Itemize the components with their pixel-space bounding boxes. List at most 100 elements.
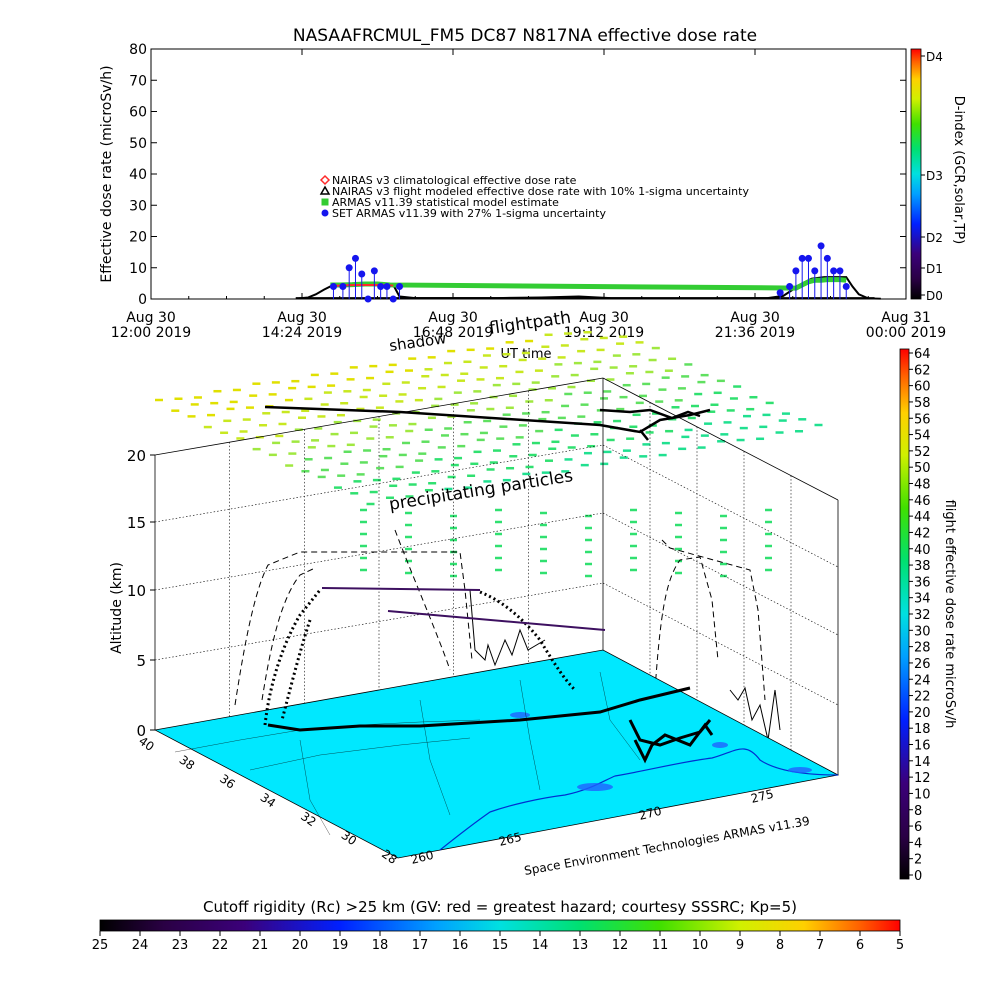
set-armas-point [817,242,825,250]
d-index-tick-label: D0 [926,289,943,303]
dose-colorbar-tick-label: 60 [914,380,931,395]
annotation-flightpath: flightpath [488,308,572,339]
y-axis-label: Effective dose rate (microSv/h) [99,65,115,282]
set-armas-point [383,283,391,290]
side-wall-gridline [602,582,839,706]
set-armas-point [396,283,404,290]
longitude-tick-label: 260 [409,848,435,867]
dose-colorbar-tick-label: 46 [914,494,931,509]
y-tick-label: 80 [129,42,147,58]
flight-altitude-track [263,589,577,726]
flight-ground-track [267,686,714,764]
side-wall-gridline [602,512,839,636]
set-armas-point [377,283,385,290]
set-armas-point [804,254,812,262]
rc-colorbar-tick-label: 23 [172,938,189,953]
z-tick-label: 10 [127,582,146,600]
legend-label: SET ARMAS v11.39 with 27% 1-sigma uncert… [332,207,606,220]
dose-colorbar-tick-label: 14 [914,755,931,770]
set-armas-point [842,283,850,290]
latitude-tick-label: 38 [177,753,198,773]
altitude-profile-shadow [234,529,766,706]
box-3d-gridlines [154,390,839,751]
longitude-tick-label: 270 [637,804,663,823]
rc-colorbar-tick-label: 17 [412,938,429,953]
set-armas-point [351,254,359,262]
d-index-tick-label: D3 [926,169,943,183]
x-tick-label-date: Aug 30 [277,310,327,326]
y-tick-label: 10 [129,261,147,277]
dose-colorbar-tick-label: 6 [914,820,922,835]
dose-rate-colorbar-ticks: 0246810121416182022242628303234363840424… [909,347,931,884]
x-tick-label-time: 00:00 2019 [866,325,946,341]
z-tick-label: 15 [127,514,146,532]
annotation-shadow: shadow [388,329,447,355]
d-index-label: D-index (GCR,solar,TP) [951,96,966,244]
d-index-tick-label: D4 [926,50,943,64]
set-armas-point [798,254,806,262]
legend-marker-diamond [319,174,331,186]
flight-path [264,405,711,441]
ground-map [153,649,840,859]
set-armas-point [811,267,819,275]
dose-colorbar-tick-label: 52 [914,445,931,460]
side-wall-gridline [602,444,839,568]
x-tick-label-date: Aug 30 [428,310,478,326]
flight-track-wall [469,589,781,741]
rc-colorbar-tick-label: 14 [532,938,549,953]
rc-colorbar-tick-label: 5 [896,938,904,953]
legend: NAIRAS v3 climatological effective dose … [319,174,749,220]
dose-colorbar-tick-label: 12 [914,771,931,786]
longitude-tick-label: 265 [497,830,523,849]
back-wall-gridline [154,582,604,661]
dose-colorbar-tick-label: 24 [914,673,931,688]
dose-colorbar-tick-label: 48 [914,478,931,493]
dose-colorbar-tick-label: 62 [914,363,931,378]
dose-colorbar-tick-label: 8 [914,804,922,819]
set-armas-point [830,267,838,275]
rc-colorbar-tick-label: 16 [452,938,469,953]
rc-colorbar-tick-label: 22 [212,938,229,953]
y-tick-label: 20 [129,230,147,246]
set-armas-point [823,254,831,262]
rc-colorbar-tick-label: 15 [492,938,509,953]
dose-colorbar-tick-label: 32 [914,608,931,623]
dose-colorbar-tick-label: 44 [914,510,931,525]
dose-colorbar-tick-label: 16 [914,739,931,754]
rc-colorbar-tick-label: 18 [372,938,389,953]
latitude-tick-label: 36 [217,771,238,791]
cruise-altitude-track [321,587,606,631]
dose-colorbar-tick-label: 58 [914,396,931,411]
y-tick-label: 70 [129,73,147,89]
series-group [295,242,881,303]
dose-colorbar-tick-label: 26 [914,657,931,672]
dose-colorbar-tick-label: 56 [914,412,931,427]
x-tick-label-time: 16:48 2019 [413,325,493,341]
dose-colorbar-tick-label: 20 [914,706,931,721]
dose-rate-colorbar-label: flight effective dose rate microSv/h [942,500,957,729]
set-armas-point [329,283,337,290]
x-tick-label-time: 21:36 2019 [715,325,795,341]
z-axis: 0 5 10 15 20 [127,447,155,740]
rc-colorbar-tick-label: 8 [776,938,784,953]
legend-label: NAIRAS v3 flight modeled effective dose … [332,185,749,198]
rc-colorbar-tick-label: 20 [292,938,309,953]
set-armas-point [792,267,800,275]
legend-label: ARMAS v11.39 statistical model estimate [332,196,559,209]
set-armas-point [345,264,353,272]
d-index-ticks: D0 D1 D2 D3 D4 [921,50,943,303]
rc-colorbar-tick-label: 21 [252,938,269,953]
rc-colorbar-tick-label: 7 [816,938,824,953]
rc-colorbar-label: Cutoff rigidity (Rc) >25 km (GV: red = g… [203,898,797,916]
rc-colorbar-tick-label: 13 [572,938,589,953]
chart-title: NASAAFRCMUL_FM5 DC87 N817NA effective do… [293,26,757,46]
rc-colorbar [99,919,901,932]
set-armas-point [776,289,784,297]
dose-colorbar-tick-label: 38 [914,559,931,574]
longitude-axis: 260 265 270 275 [409,787,775,867]
d-index-tick-label: D2 [926,231,943,245]
y-tick-label: 50 [129,136,147,152]
y-tick-label: 30 [129,198,147,214]
dose-colorbar-tick-label: 18 [914,722,931,737]
